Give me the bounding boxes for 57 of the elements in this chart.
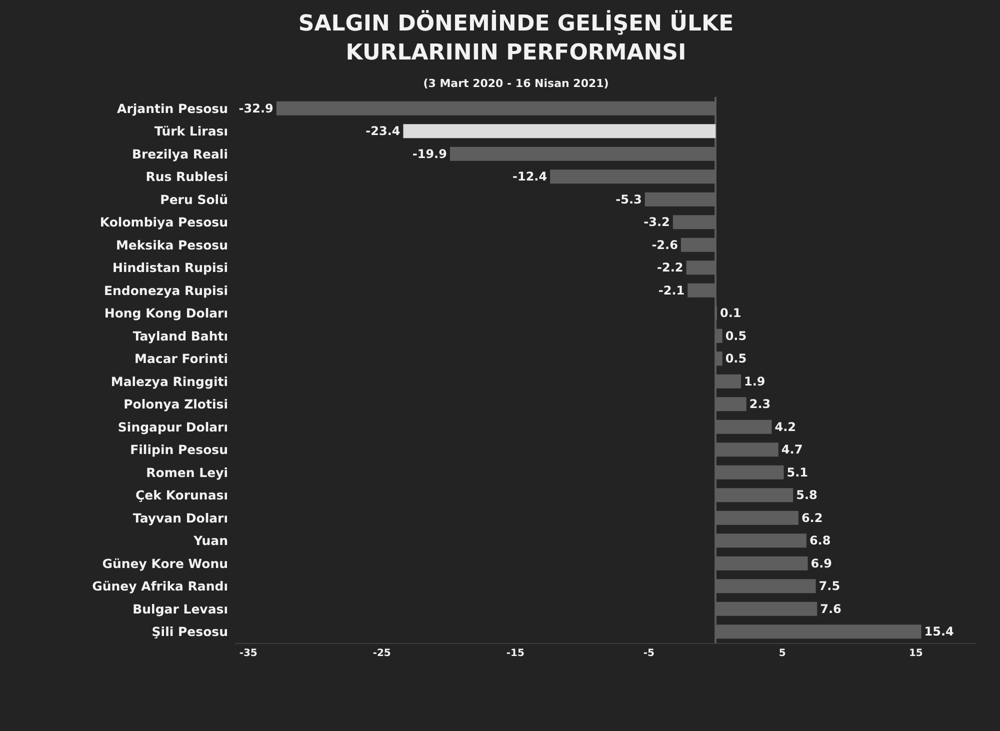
y-tick-label: Malezya Ringgiti — [110, 374, 228, 389]
bar — [403, 124, 716, 138]
data-label: 7.6 — [820, 602, 842, 616]
data-label: 7.5 — [818, 579, 840, 594]
data-label: -3.2 — [644, 215, 670, 230]
x-tick-label: 5 — [778, 648, 786, 659]
chart-title: SALGIN DÖNEMİNDE GELİŞEN ÜLKE KURLARININ PERFORMANSI — [298, 10, 734, 66]
y-tick-label: Rus Rublesi — [146, 169, 228, 184]
y-tick-label: Çek Korunası — [136, 488, 228, 503]
x-tick-label: -15 — [506, 648, 524, 659]
y-tick-label: Tayland Bahtı — [132, 328, 228, 344]
data-label: -2.6 — [652, 238, 678, 252]
y-tick-label: Yuan — [192, 533, 228, 548]
y-tick-label: Güney Kore Wonu — [102, 556, 228, 571]
data-label: 4.2 — [774, 420, 796, 434]
y-tick-label: Peru Solü — [160, 192, 228, 207]
data-label: 5.8 — [796, 488, 818, 502]
y-tick-label: Brezilya Reali — [132, 146, 228, 162]
y-tick-label: Arjantin Pesosu — [117, 100, 228, 116]
y-tick-label: Türk Lirası — [154, 124, 228, 139]
data-label: 6.8 — [809, 534, 831, 548]
y-tick-label: Güney Afrika Randı — [92, 578, 228, 594]
data-label: 0.1 — [720, 306, 742, 320]
y-tick-label: Macar Forinti — [134, 351, 228, 366]
y-tick-label: Hong Kong Doları — [104, 306, 228, 321]
data-label: 5.1 — [786, 465, 808, 480]
data-label: -5.3 — [616, 192, 642, 206]
data-label: -2.1 — [658, 283, 685, 298]
data-label: -32.9 — [238, 101, 274, 116]
data-label: 0.5 — [725, 352, 747, 366]
y-tick-label: Bulgar Levası — [132, 601, 228, 616]
chart-subtitle: (3 Mart 2020 - 16 Nisan 2021) — [423, 76, 609, 90]
y-tick-label: Meksika Pesosu — [116, 237, 228, 252]
y-tick-label: Endonezya Rupisi — [104, 282, 228, 298]
x-tick-label: -35 — [239, 648, 258, 659]
y-tick-label: Şili Pesosu — [152, 624, 228, 640]
data-label: -23.4 — [366, 124, 400, 138]
data-label: 4.7 — [781, 442, 803, 457]
data-label: 6.2 — [801, 510, 823, 525]
x-tick-label: -5 — [643, 648, 654, 659]
y-tick-label: Hindistan Rupisi — [112, 260, 228, 276]
data-label: -19.9 — [412, 146, 447, 161]
data-label: 0.5 — [725, 328, 747, 343]
x-tick-label: -25 — [372, 648, 391, 659]
x-tick-label: 15 — [908, 648, 923, 659]
data-label: -2.2 — [657, 260, 684, 275]
y-tick-label: Tayvan Doları — [132, 510, 228, 526]
y-tick-label: Romen Leyi — [146, 464, 228, 480]
data-label: -12.4 — [512, 170, 548, 184]
data-label: 15.4 — [924, 624, 954, 639]
y-tick-label: Singapur Doları — [118, 419, 228, 434]
y-tick-label: Filipin Pesosu — [130, 442, 228, 458]
data-label: 2.3 — [749, 397, 771, 412]
data-label: 1.9 — [744, 374, 766, 388]
y-tick-label: Polonya Zlotisi — [124, 396, 228, 412]
y-tick-label: Kolombiya Pesosu — [100, 214, 228, 230]
data-label: 6.9 — [810, 556, 832, 570]
